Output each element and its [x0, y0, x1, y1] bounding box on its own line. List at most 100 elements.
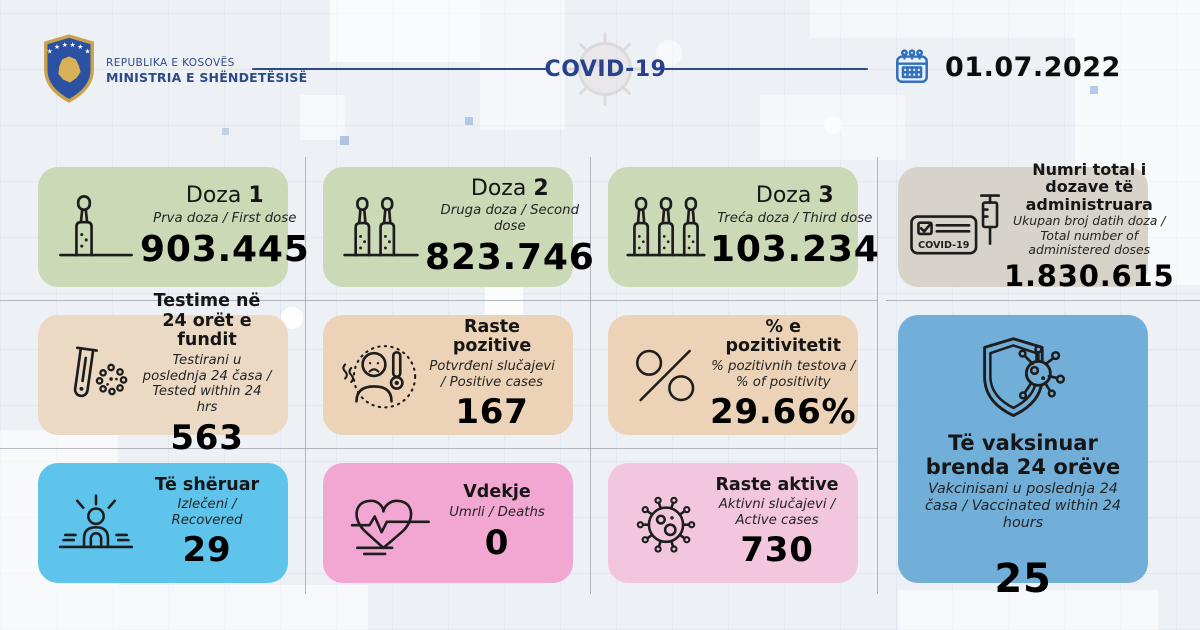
separator-joint-circle: [281, 307, 303, 329]
card-title-light: Doza: [755, 183, 819, 209]
separator-vertical: [305, 157, 306, 594]
card-title: Të shëruar: [154, 474, 260, 495]
card-title: Doza 1: [140, 184, 310, 209]
bg-tile: [118, 585, 368, 630]
org-name-line1: REPUBLIKA E KOSOVËS: [106, 57, 235, 69]
card-title-bold: 2: [533, 175, 549, 201]
dose-3-value: 103.234: [710, 228, 880, 270]
separator-horizontal: [0, 448, 878, 449]
card-subtitle: Vakcinisani u poslednja 24 časa / Vaccin…: [924, 481, 1121, 531]
bg-circle: [824, 116, 842, 134]
svg-text:★: ★: [47, 48, 53, 56]
card-positive-cases: Raste pozitive Potvrđeni slučajevi / Pos…: [323, 315, 573, 435]
dose-2-value: 823.746: [425, 236, 595, 278]
svg-text:★: ★: [77, 43, 83, 51]
svg-text:★: ★: [69, 41, 75, 49]
percent-icon: [622, 340, 710, 411]
positive-cases-value: 167: [455, 392, 529, 433]
virus-icon: [622, 487, 710, 559]
vaccinated-24h-value: 25: [994, 555, 1052, 602]
calendar-icon: [896, 49, 928, 83]
card-subtitle: Umrli / Deaths: [449, 504, 545, 520]
bg-accent-square: [340, 136, 349, 145]
separator-vertical: [877, 157, 878, 594]
positivity-rate-value: 29.66%: [710, 392, 857, 433]
card-title: Raste pozitive: [452, 316, 532, 357]
card-subtitle: Aktivni slučajevi / Active cases: [718, 497, 836, 528]
bg-tile: [898, 590, 1158, 630]
card-title: Vdekje: [463, 482, 531, 503]
recovered-person-icon: [52, 487, 140, 559]
card-title: Doza 3: [710, 184, 880, 209]
card-title-bold: 3: [818, 183, 834, 209]
vaccination-card-syringe-icon: COVID-19: [908, 190, 1004, 264]
card-subtitle: Izlečeni / Recovered: [171, 497, 243, 528]
header-divider-right: [664, 68, 868, 70]
card-subtitle: Druga doza / Second dose: [440, 203, 580, 234]
deaths-value: 0: [484, 522, 510, 563]
card-vaccinated-24h: Të vaksinuar brenda 24 orëve Vakcinisani…: [898, 315, 1148, 602]
covid19-logo: COVID-19: [538, 32, 673, 106]
ampoule-2-icon: [337, 190, 425, 265]
kosovo-emblem: ★ ★ ★ ★ ★ ★: [44, 34, 94, 103]
card-dose-1: Doza 1 Prva doza / First dose 903.445: [38, 167, 309, 287]
report-date: 01.07.2022: [945, 51, 1121, 83]
separator-vertical: [590, 157, 591, 594]
card-subtitle: Prva doza / First dose: [153, 210, 297, 226]
total-doses-value: 1.830.615: [1004, 258, 1175, 293]
card-subtitle: % pozitivnih testova / % of positivity: [711, 358, 856, 390]
card-title: Të vaksinuar brenda 24 orëve: [925, 431, 1121, 480]
separator-horizontal: [886, 300, 1200, 301]
organization-name: REPUBLIKA E KOSOVËS MINISTRIA E SHËNDETË…: [106, 57, 307, 86]
recovered-value: 29: [182, 530, 232, 571]
header-divider-left: [252, 68, 548, 70]
card-title: % e pozitivitetit: [725, 316, 841, 357]
card-active-cases: Raste aktive Aktivni slučajevi / Active …: [608, 463, 858, 583]
card-title: Raste aktive: [715, 474, 839, 495]
bg-accent-square: [1090, 86, 1098, 94]
card-subtitle: Potvrđeni slučajevi / Positive cases: [429, 358, 555, 390]
card-title: Testime në 24 orët e fundit: [153, 291, 261, 351]
tests-24h-value: 563: [170, 417, 244, 458]
card-title: Doza 2: [425, 175, 595, 202]
card-tests-24h: Testime në 24 orët e fundit Testirani u …: [38, 291, 288, 458]
bg-accent-square: [465, 117, 473, 125]
card-dose-3: Doza 3 Treća doza / Third dose 103.234: [608, 167, 879, 287]
sick-person-thermometer-icon: [337, 338, 425, 412]
shield-virus-icon: [975, 333, 1071, 429]
covid19-logo-text: COVID-19: [544, 57, 667, 82]
card-title-bold: 1: [248, 183, 264, 209]
card-positivity-rate: % e pozitivitetit % pozitivnih testova /…: [608, 315, 858, 435]
bg-tile: [810, 0, 1075, 38]
card-subtitle: Treća doza / Third dose: [717, 210, 873, 226]
bg-tile: [300, 95, 345, 140]
covid19-card-label: COVID-19: [918, 240, 970, 251]
card-title: Numri total i dozave të administruara: [1025, 160, 1153, 214]
bg-tile: [480, 0, 565, 130]
card-title-light: Doza: [470, 175, 534, 201]
bg-accent-square: [222, 128, 229, 135]
org-name-line2: MINISTRIA E SHËNDETËSISË: [106, 70, 308, 86]
active-cases-value: 730: [740, 530, 814, 571]
svg-text:★: ★: [62, 41, 68, 49]
dose-1-value: 903.445: [140, 228, 310, 270]
card-dose-2: Doza 2 Druga doza / Second dose 823.746: [323, 167, 594, 287]
ampoule-3-icon: [622, 190, 710, 265]
card-deaths: Vdekje Umrli / Deaths 0: [323, 463, 573, 583]
svg-text:★: ★: [54, 43, 60, 51]
card-subtitle: Ukupan broj datih doza / Total number of…: [1013, 212, 1166, 258]
heart-ecg-icon: [337, 487, 435, 560]
bg-circle: [656, 40, 682, 66]
card-subtitle: Testirani u poslednja 24 časa / Tested w…: [142, 353, 272, 416]
card-total-doses: COVID-19 Numri total i dozave të adminis…: [898, 161, 1174, 293]
separator-horizontal: [0, 300, 878, 301]
card-title-light: Doza: [185, 183, 249, 209]
report-date-group: 01.07.2022: [893, 48, 1121, 86]
ampoule-1-icon: [52, 190, 140, 265]
card-recovered: Të shëruar Izlečeni / Recovered 29: [38, 463, 288, 583]
test-tube-virus-icon: [52, 338, 140, 413]
svg-text:★: ★: [84, 48, 90, 56]
virus-watermark-icon: [568, 32, 642, 106]
bg-tile: [330, 0, 480, 62]
